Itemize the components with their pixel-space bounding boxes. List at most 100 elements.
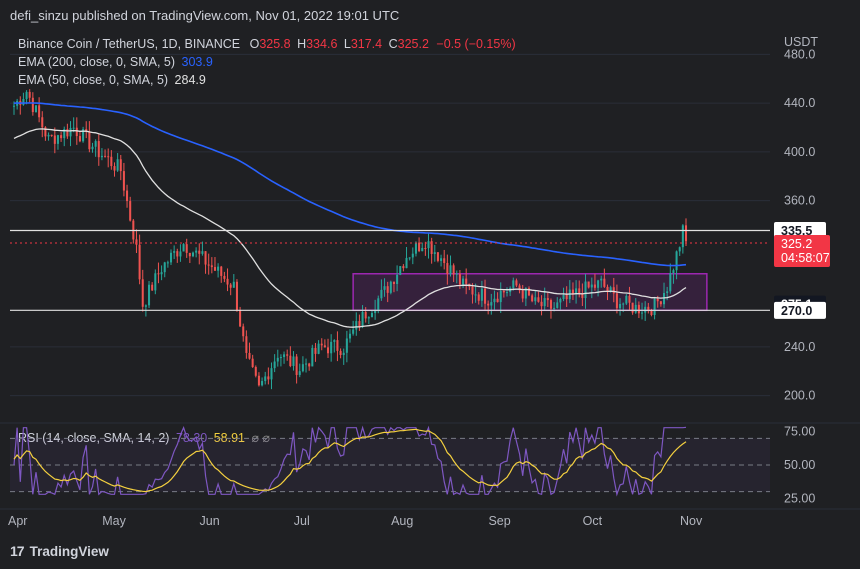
candle-body xyxy=(377,298,380,311)
candle-body xyxy=(138,244,141,280)
candle-body xyxy=(113,166,116,171)
candle-body xyxy=(543,298,546,307)
axes: USDT480.0440.0400.0360.0240.0200.0335.53… xyxy=(0,35,860,528)
ema-lines xyxy=(13,102,687,328)
candle-body xyxy=(207,264,210,266)
candle-body xyxy=(490,302,493,306)
candles xyxy=(12,89,688,390)
candle-body xyxy=(144,305,147,307)
candle-body xyxy=(669,273,672,292)
candle-body xyxy=(100,155,103,158)
candle-body xyxy=(348,333,352,339)
candle-body xyxy=(226,278,229,285)
time-axis-tick: Jun xyxy=(200,514,220,528)
candle-body xyxy=(204,251,207,265)
rsi-axis-tick: 75.00 xyxy=(784,425,815,439)
candle-body xyxy=(562,294,565,300)
candle-body xyxy=(126,190,129,202)
candle-body xyxy=(28,91,31,98)
candle-body xyxy=(637,304,640,314)
candle-body xyxy=(392,281,395,285)
candle-body xyxy=(264,376,267,382)
candle-body xyxy=(449,265,452,275)
candle-body xyxy=(12,105,16,107)
close-value: 325.2 xyxy=(397,37,429,51)
candle-body xyxy=(587,281,590,288)
candle-body xyxy=(191,252,195,257)
candle-body xyxy=(666,291,669,294)
candle-body xyxy=(166,262,169,264)
candle-body xyxy=(97,141,100,158)
ema200-legend[interactable]: EMA (200, close, 0, SMA, 5) 303.9 xyxy=(18,55,213,69)
candle-body xyxy=(53,135,56,144)
candle-body xyxy=(223,275,226,279)
candle-body xyxy=(411,253,414,258)
rsi-settings-icons[interactable]: ⌀ ⌀ xyxy=(251,431,270,445)
symbol-name[interactable]: Binance Coin / TetherUS, 1D, BINANCE xyxy=(18,37,241,51)
candle-body xyxy=(430,241,433,254)
candle-body xyxy=(94,141,97,147)
candle-body xyxy=(104,155,107,157)
candle-body xyxy=(75,127,78,137)
horizontal-lines xyxy=(10,229,770,311)
candle-body xyxy=(684,225,688,242)
candle-body xyxy=(584,281,587,299)
candle-body xyxy=(389,281,392,293)
ema200-line xyxy=(13,102,687,267)
candle-body xyxy=(69,127,72,137)
candle-body xyxy=(47,134,50,137)
candle-body xyxy=(72,127,75,129)
price-axis-tick: 400.0 xyxy=(784,145,815,159)
candle-body xyxy=(672,270,675,274)
low-value: 317.4 xyxy=(350,37,383,51)
candle-body xyxy=(659,301,662,305)
candle-body xyxy=(242,326,245,337)
grid xyxy=(10,53,770,397)
candle-body xyxy=(571,289,574,294)
support-badge-bg xyxy=(774,301,826,319)
candle-body xyxy=(440,258,443,261)
open-value: 325.8 xyxy=(259,37,291,51)
candle-body xyxy=(581,293,584,299)
candle-body xyxy=(609,287,612,292)
candle-body xyxy=(575,288,578,294)
candle-body xyxy=(424,247,427,249)
candle-body xyxy=(628,295,631,303)
candle-body xyxy=(188,252,191,257)
candle-body xyxy=(326,347,330,354)
candle-body xyxy=(521,290,524,299)
candle-body xyxy=(650,310,653,316)
candle-body xyxy=(355,321,358,330)
price-axis-tick: 440.0 xyxy=(784,96,815,110)
candle-body xyxy=(593,284,596,288)
candle-body xyxy=(380,289,383,299)
candle-body xyxy=(229,284,232,288)
candle-body xyxy=(436,252,439,261)
candle-body xyxy=(656,298,659,302)
ema50-legend[interactable]: EMA (50, close, 0, SMA, 5) 284.9 xyxy=(18,73,206,87)
candle-body xyxy=(22,98,25,105)
countdown-badge: 04:58:07 xyxy=(781,251,830,265)
candle-body xyxy=(590,284,593,288)
candle-body xyxy=(292,356,295,367)
brand-footer[interactable]: 17 TradingView xyxy=(10,543,109,559)
candle-body xyxy=(286,354,289,356)
candle-body xyxy=(201,251,204,254)
candle-body xyxy=(606,286,609,292)
candle-body xyxy=(414,242,417,254)
candle-body xyxy=(556,302,559,308)
candle-body xyxy=(342,352,345,355)
candle-body xyxy=(169,252,173,263)
candle-body xyxy=(531,295,534,302)
candle-body xyxy=(63,129,66,139)
candle-body xyxy=(527,288,531,296)
candle-body xyxy=(257,375,260,386)
candle-body xyxy=(270,368,273,380)
candle-body xyxy=(458,273,461,285)
candle-body xyxy=(44,127,47,137)
candle-body xyxy=(615,293,618,309)
candle-body xyxy=(88,131,91,150)
candle-body xyxy=(323,345,326,348)
candle-body xyxy=(370,312,374,318)
